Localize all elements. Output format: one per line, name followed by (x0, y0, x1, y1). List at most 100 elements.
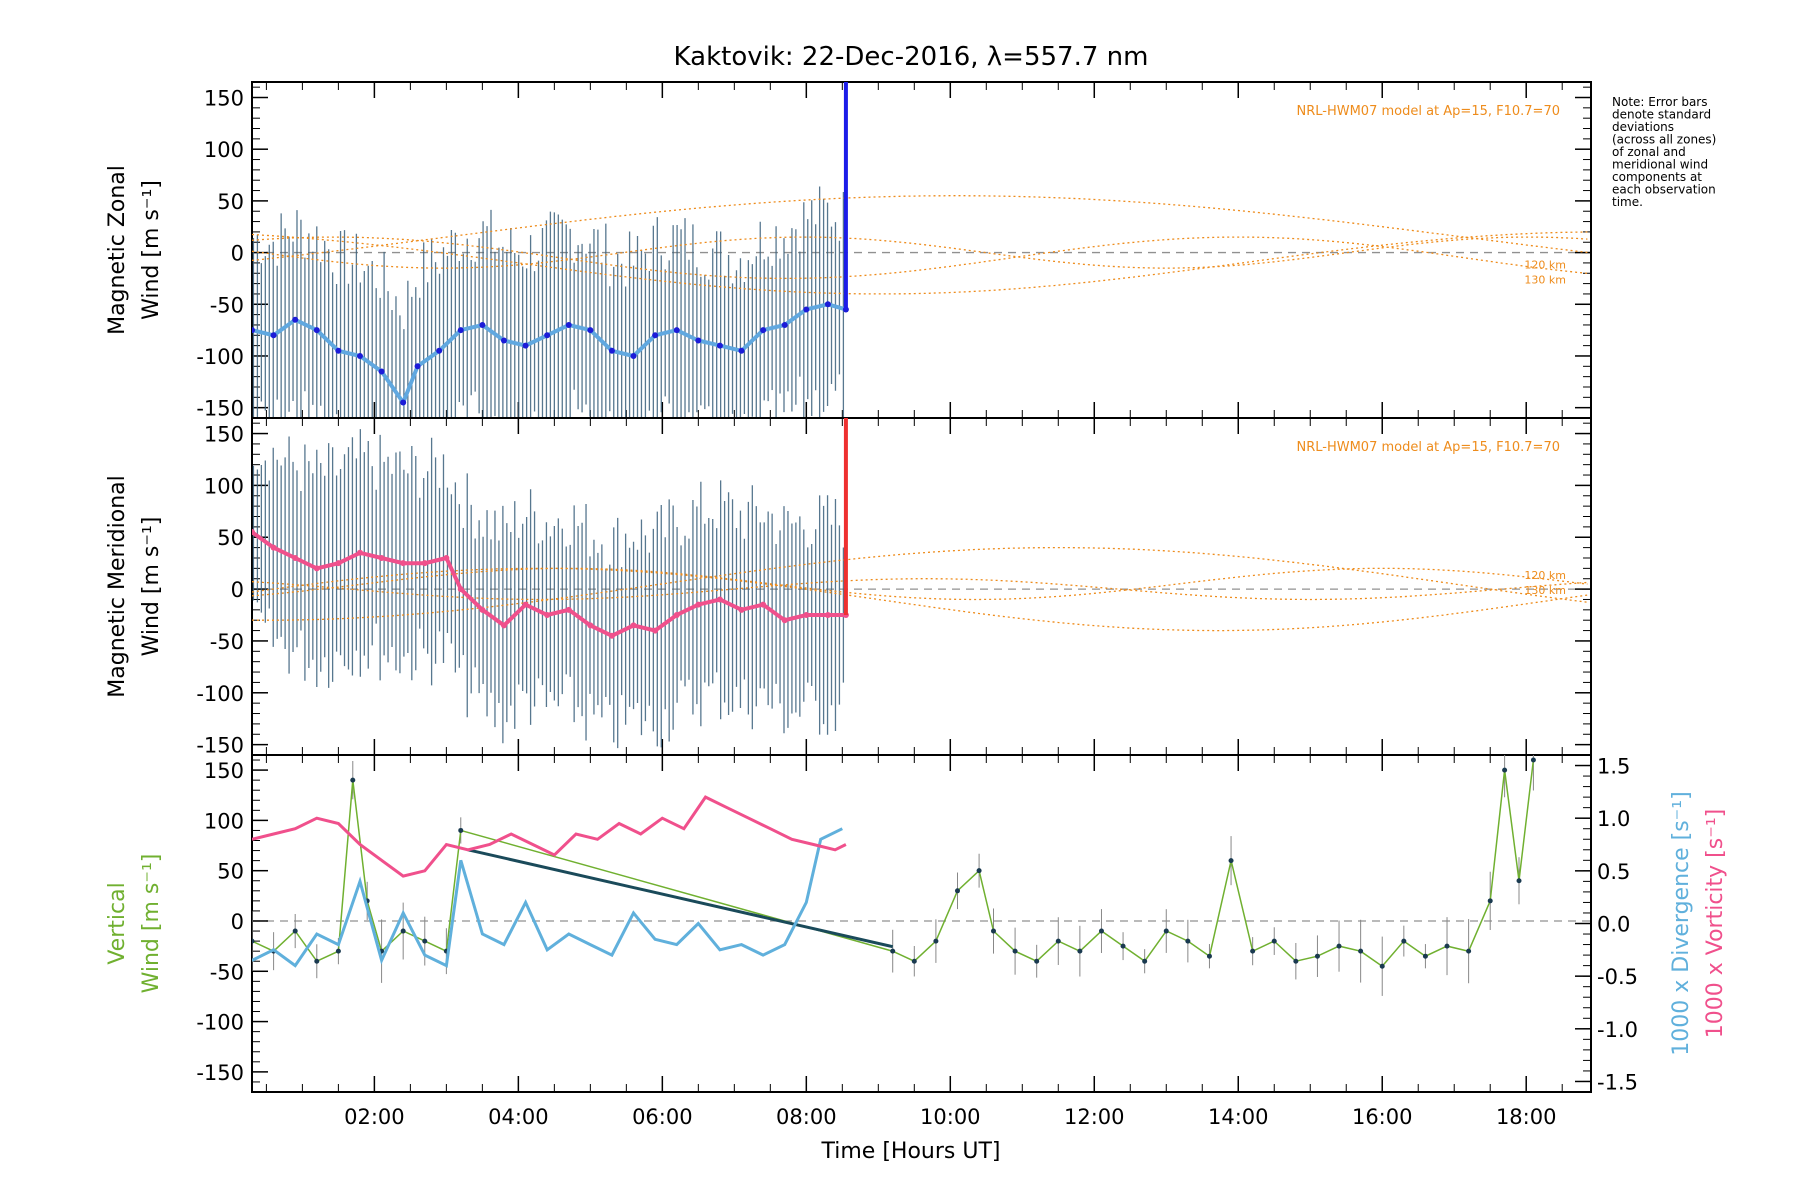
trend-line (467, 848, 894, 949)
vertical-wind-point (1206, 953, 1212, 959)
panel-plot-area (252, 82, 1588, 418)
mean-wind-point (252, 327, 255, 334)
mean-wind-point (292, 316, 299, 323)
mean-wind-point (313, 565, 320, 572)
y-axis-title-line1: Vertical (105, 882, 130, 964)
panel-plot-area (252, 755, 1536, 996)
model-curve (252, 231, 1588, 295)
mean-wind-point (824, 612, 831, 619)
mean-wind-point (565, 321, 572, 328)
mean-wind-point (252, 529, 255, 536)
mean-wind-point (270, 544, 277, 551)
x-tick-label: 04:00 (488, 1105, 549, 1129)
mean-wind-point (587, 327, 594, 334)
altitude-label: 120 km (1524, 569, 1566, 582)
mean-wind-point (544, 612, 551, 619)
mean-wind-point (270, 332, 277, 339)
model-curve (252, 567, 1588, 632)
y-axis-title-line1: Magnetic Zonal (105, 165, 130, 335)
y-tick-label: 150 (204, 423, 244, 447)
note-line: time. (1612, 195, 1643, 209)
x-tick-label: 10:00 (920, 1105, 981, 1129)
mean-wind-point (292, 554, 299, 561)
model-curve (252, 236, 1588, 269)
vertical-wind-point (1358, 948, 1364, 954)
mean-wind-point (608, 632, 615, 639)
y2-tick-label: -1.5 (1597, 1070, 1638, 1094)
mean-wind-point (313, 327, 320, 334)
mean-wind-point (479, 321, 486, 328)
vertical-wind-point (1012, 948, 1018, 954)
note-line: meridional wind (1612, 158, 1708, 172)
vertical-wind-point (1466, 948, 1472, 954)
mean-wind-point (738, 347, 745, 354)
y-tick-label: 0 (231, 242, 244, 266)
x-tick-label: 08:00 (776, 1105, 837, 1129)
mean-wind-point (673, 612, 680, 619)
vertical-wind-point (1098, 928, 1104, 934)
vertical-wind-point (954, 888, 960, 894)
mean-wind-point (652, 627, 659, 634)
vertical-wind-point (1185, 938, 1191, 944)
mean-wind-point (378, 368, 385, 375)
y-axis-title-line2: Wind [m s⁻¹] (139, 180, 164, 320)
mean-wind-point (457, 586, 464, 593)
y-tick-label: 0 (231, 910, 244, 934)
y-tick-label: -50 (210, 960, 244, 984)
vertical-wind-point (1293, 958, 1299, 964)
vertical-wind-point (1516, 878, 1522, 884)
panel-plot-area (252, 418, 1588, 749)
y-tick-label: -100 (196, 1011, 244, 1035)
chart-title: Kaktovik: 22-Dec-2016, λ=557.7 nm (674, 42, 1149, 72)
note-line: of zonal and (1612, 145, 1686, 159)
vertical-wind-point (400, 928, 406, 934)
vertical-wind-point (976, 868, 982, 874)
y-tick-label: 50 (217, 860, 244, 884)
model-curve (252, 195, 1588, 262)
vertical-wind-point (1530, 757, 1536, 763)
vertical-wind-point (1055, 938, 1061, 944)
mean-wind-point (803, 306, 810, 313)
x-axis-title: Time [Hours UT] (821, 1139, 1001, 1164)
y2-tick-label: 0.5 (1597, 860, 1630, 884)
mean-wind-point (760, 601, 767, 608)
vertical-wind-point (1487, 898, 1493, 904)
panel-meridional: -150 -100 -50 0 50 100 150 Magnetic Meridional W… (105, 417, 1592, 758)
mean-wind-point (781, 321, 788, 328)
mean-wind-point (673, 327, 680, 334)
vertical-wind-point (1120, 943, 1126, 949)
vertical-wind-point (1034, 958, 1040, 964)
note-line: each observation (1612, 183, 1716, 197)
mean-wind-point (421, 560, 428, 567)
mean-wind-point (436, 347, 443, 354)
model-curve (252, 236, 1588, 280)
y-tick-label: 50 (217, 190, 244, 214)
mean-wind-point (400, 399, 407, 406)
mean-wind-point (695, 337, 702, 344)
vertical-wind-point (292, 928, 298, 934)
mean-wind-point (335, 347, 342, 354)
y-tick-label: 100 (204, 138, 244, 162)
vertical-wind-point (890, 948, 896, 954)
x-tick-label: 16:00 (1352, 1105, 1413, 1129)
y-axis-title-line2: Wind [m s⁻¹] (139, 517, 164, 657)
mean-wind-point (608, 347, 615, 354)
vertical-wind-point (1077, 948, 1083, 954)
vertical-wind-point (1379, 963, 1385, 969)
vertical-wind-point (335, 948, 341, 954)
mean-wind-point (630, 352, 637, 359)
model-curve (252, 567, 1588, 601)
mean-wind-point (565, 606, 572, 613)
mean-wind-point (335, 560, 342, 567)
y-tick-label: 0 (231, 578, 244, 602)
mean-wind-point (716, 596, 723, 603)
y2-tick-label: -0.5 (1597, 965, 1638, 989)
mean-wind-point (479, 606, 486, 613)
altitude-label: 120 km (1524, 259, 1566, 272)
vertical-wind-line (252, 759, 1535, 968)
panel-frame (251, 81, 1592, 419)
note-line: deviations (1612, 120, 1674, 134)
y-tick-label: -50 (210, 293, 244, 317)
mean-wind-point (356, 352, 363, 359)
